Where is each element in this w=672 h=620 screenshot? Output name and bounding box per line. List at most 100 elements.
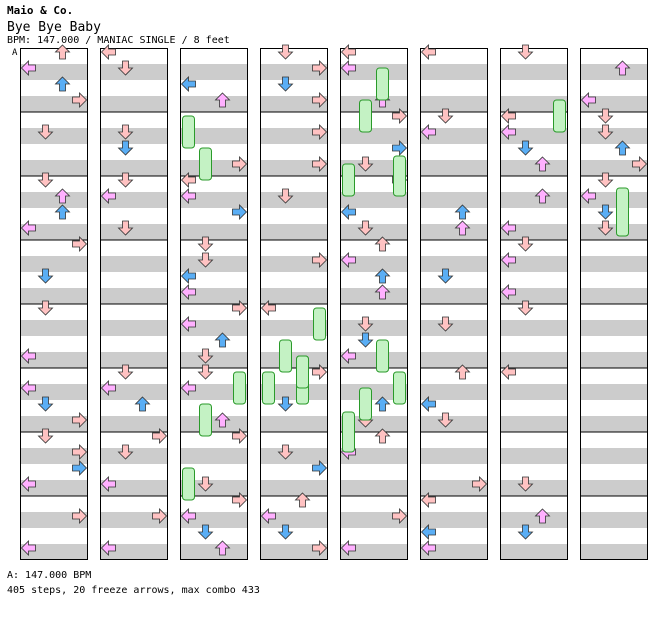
beat-stripe [500,480,568,496]
beat-stripe [420,352,488,368]
beat-stripe [500,96,568,112]
down-arrow [277,396,294,412]
left-arrow [100,44,116,60]
beat-stripe [500,544,568,560]
right-arrow [152,428,168,444]
beat-stripe [580,192,648,208]
left-arrow [420,124,436,140]
up-arrow [294,492,311,508]
right-arrow [312,156,328,172]
beat-stripe [500,64,568,80]
right-arrow [312,124,328,140]
beat-stripe [420,544,488,560]
beat-stripe [580,160,648,176]
right-arrow [72,508,88,524]
beat-stripe [180,544,248,560]
down-arrow [117,172,134,188]
left-arrow [180,380,196,396]
beat-stripe [580,416,648,432]
beat-stripe [420,192,488,208]
freeze-arrow [233,371,246,405]
right-arrow [312,252,328,268]
up-arrow [54,76,71,92]
freeze-arrow [393,371,406,405]
up-arrow [214,332,231,348]
freeze-arrow [393,155,406,197]
down-arrow [117,124,134,140]
beat-stripe [180,64,248,80]
down-arrow [37,172,54,188]
freeze-arrow [553,99,566,133]
right-arrow [232,204,248,220]
down-arrow [197,348,214,364]
right-arrow [72,412,88,428]
beat-stripe [20,512,88,528]
freeze-arrow [359,387,372,421]
right-arrow [232,156,248,172]
up-arrow [454,220,471,236]
up-arrow [374,428,391,444]
down-arrow [517,140,534,156]
song-title: Bye Bye Baby [7,20,101,35]
left-arrow [100,540,116,556]
beat-stripe [180,416,248,432]
down-arrow [197,364,214,380]
up-arrow [54,204,71,220]
up-arrow [374,396,391,412]
down-arrow [517,44,534,60]
beat-stripe [20,544,88,560]
up-arrow [214,540,231,556]
beat-stripe [100,96,168,112]
left-arrow [20,380,36,396]
beat-stripe [500,160,568,176]
beat-stripe [260,352,328,368]
down-arrow [437,412,454,428]
beat-stripe [260,320,328,336]
beat-stripe [100,288,168,304]
freeze-arrow [376,67,389,101]
down-arrow [117,140,134,156]
beat-stripe [180,96,248,112]
beat-stripe [580,96,648,112]
down-arrow [197,524,214,540]
beat-stripe [20,320,88,336]
freeze-arrow [182,115,195,149]
left-arrow [180,76,196,92]
right-arrow [72,236,88,252]
beat-stripe [340,416,408,432]
down-arrow [517,476,534,492]
down-arrow [277,76,294,92]
left-arrow [100,188,116,204]
beat-stripe [100,544,168,560]
left-arrow [180,172,196,188]
up-arrow [374,268,391,284]
beat-stripe [100,480,168,496]
up-arrow [134,396,151,412]
down-arrow [517,300,534,316]
up-arrow [534,156,551,172]
beat-stripe [580,544,648,560]
beat-stripe [420,320,488,336]
beat-stripe [20,96,88,112]
beat-stripe [180,192,248,208]
beat-stripe [340,448,408,464]
left-arrow [20,220,36,236]
down-arrow [517,524,534,540]
beat-stripe [340,288,408,304]
beat-stripe [20,416,88,432]
left-arrow [420,540,436,556]
left-arrow [420,44,436,60]
left-arrow [500,124,516,140]
left-arrow [100,476,116,492]
left-arrow [180,268,196,284]
beat-stripe [500,320,568,336]
left-arrow [500,108,516,124]
beat-stripe [580,256,648,272]
right-arrow [232,428,248,444]
left-arrow [500,220,516,236]
column-border [20,48,88,560]
right-arrow [312,92,328,108]
beat-stripe [340,480,408,496]
left-arrow [340,252,356,268]
